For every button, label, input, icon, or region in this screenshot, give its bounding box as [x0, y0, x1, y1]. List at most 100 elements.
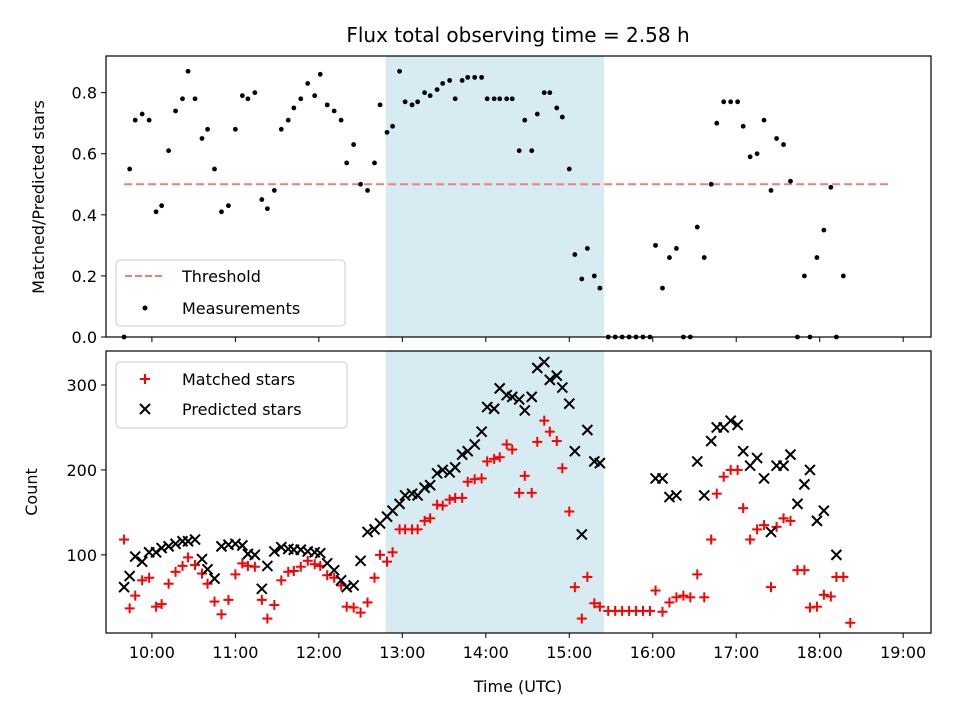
x-marker-stroke	[201, 563, 214, 576]
x-marker-stroke	[698, 489, 710, 502]
measurement-point	[584, 246, 590, 251]
measurement-point	[721, 99, 727, 105]
x-marker-stroke	[494, 382, 506, 395]
measurement-point	[153, 209, 159, 215]
x-marker-stroke	[208, 572, 221, 585]
matched-star-point	[151, 601, 162, 612]
matched-star-point	[671, 592, 682, 603]
matched-star-point	[387, 547, 398, 558]
measurement-point	[547, 90, 553, 96]
matched-star-point	[237, 558, 248, 569]
predicted-star-point	[268, 545, 281, 558]
top-y-tick-label: 0.0	[72, 328, 97, 347]
matched-star-point	[569, 582, 580, 593]
bottom-y-tick-label: 200	[66, 461, 97, 480]
predicted-star-point	[724, 414, 737, 427]
matched-star-point	[362, 597, 373, 608]
x-marker-stroke	[784, 448, 797, 461]
matched-star-point	[544, 426, 555, 437]
bottom-axes-frame	[105, 350, 932, 634]
measurement-point	[484, 96, 490, 102]
measurement-point	[285, 117, 291, 123]
x-marker-stroke	[123, 570, 136, 582]
matched-star-point	[183, 552, 194, 563]
x-marker-stroke	[314, 547, 326, 559]
measurement-point	[761, 117, 767, 123]
predicted-star-point	[488, 403, 500, 415]
measurement-point	[735, 99, 741, 105]
predicted-star-point	[201, 563, 214, 576]
top-y-tick-label: 0.8	[72, 84, 97, 103]
matched-star-point	[216, 609, 227, 620]
x-marker-stroke	[818, 504, 830, 517]
predicted-star-point	[751, 452, 763, 464]
x-marker-stroke	[406, 487, 418, 500]
measurement-point	[372, 160, 377, 166]
predicted-star-point	[393, 498, 406, 510]
matched-star-point	[156, 599, 167, 610]
predicted-star-point	[731, 419, 744, 431]
predicted-star-point	[526, 391, 538, 403]
measurement-point	[728, 99, 734, 105]
top-y-ticks: 0.0 0.2 0.4 0.6 0.8	[72, 84, 106, 347]
measurement-point	[597, 285, 603, 291]
matched-star-point	[519, 470, 530, 481]
matched-star-point	[811, 601, 822, 612]
measurement-point	[377, 102, 383, 108]
x-marker-stroke	[139, 403, 151, 415]
x-marker-stroke	[791, 498, 804, 510]
x-marker-stroke	[513, 393, 525, 406]
predicted-star-point	[670, 489, 683, 502]
predicted-star-point	[506, 391, 518, 403]
predicted-star-point	[551, 369, 563, 382]
top-observing-span	[385, 56, 605, 337]
measurement-point	[390, 123, 395, 129]
matched-star-point	[759, 520, 770, 531]
x-marker-stroke	[705, 435, 717, 447]
x-marker-stroke	[118, 581, 130, 593]
measurement-point	[814, 255, 820, 260]
predicted-star-point	[576, 528, 588, 541]
matched-star-point	[249, 561, 260, 572]
matched-star-point	[778, 513, 789, 524]
x-marker-stroke	[519, 404, 531, 417]
matched-star-point	[825, 591, 836, 602]
measurement-point	[351, 142, 357, 147]
measurement-point	[397, 68, 402, 74]
measurement-point	[452, 96, 458, 102]
matched-star-point	[348, 602, 359, 613]
predicted-star-point	[256, 583, 268, 595]
x-marker-stroke	[731, 419, 744, 431]
matched-star-point	[514, 487, 525, 498]
measurement-point	[559, 114, 565, 120]
x-marker-stroke	[468, 438, 481, 451]
predicted-star-point	[236, 539, 249, 552]
measurement-point	[541, 90, 547, 96]
matched-star-point	[532, 436, 543, 447]
predicted-star-point	[830, 549, 843, 561]
matched-star-point	[718, 471, 729, 482]
x-tick-label: 11:00	[212, 643, 258, 662]
predicted-star-point	[758, 472, 770, 485]
measurement-point	[447, 78, 453, 83]
matched-star-point	[771, 521, 782, 532]
x-marker-stroke	[758, 472, 770, 485]
measurement-point	[754, 151, 760, 157]
measurement-point	[291, 105, 297, 111]
x-axis-label: Time (UTC)	[473, 677, 562, 696]
measurement-point	[740, 123, 746, 129]
measurement-point	[591, 273, 597, 279]
matched-star-point	[144, 572, 155, 583]
predicted-star-point	[354, 555, 367, 567]
measurement-points	[121, 68, 846, 340]
measurement-point	[139, 111, 145, 117]
measurement-point	[271, 187, 277, 193]
x-marker-stroke	[361, 526, 374, 538]
predicted-star-point	[556, 381, 569, 394]
legend-predicted-swatch	[139, 403, 151, 415]
matched-star-point	[501, 439, 512, 450]
predicted-star-point	[118, 581, 130, 593]
measurement-point	[459, 78, 465, 83]
x-marker-stroke	[594, 457, 606, 469]
